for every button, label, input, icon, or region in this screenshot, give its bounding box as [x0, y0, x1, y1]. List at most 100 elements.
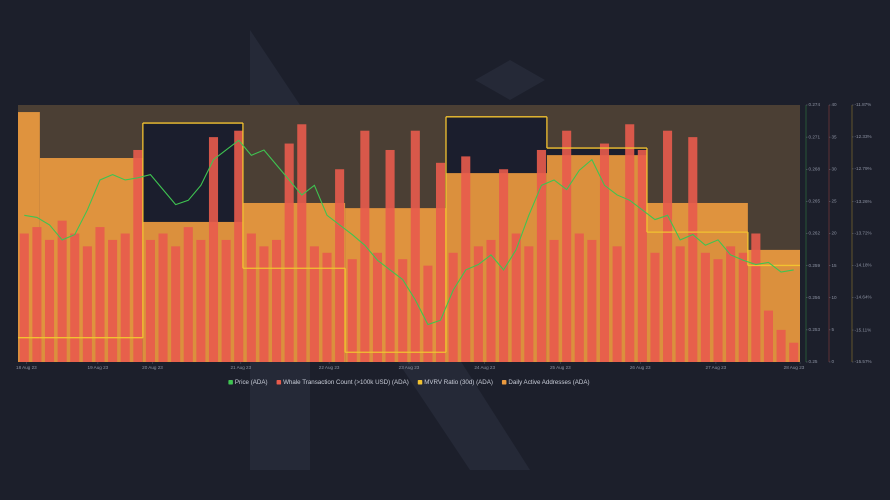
whale-bar [776, 329, 786, 362]
y-tick-label: 0.274 [809, 102, 821, 107]
whale-bar [663, 130, 673, 362]
legend-swatch [501, 380, 507, 385]
whale-bar [536, 149, 546, 362]
whale-bar [57, 220, 67, 362]
whale-bar [423, 265, 433, 362]
y-tick-label: 20 [832, 231, 838, 236]
whale-bar [398, 259, 408, 362]
y-tick-label: -13.26% [855, 199, 872, 204]
whale-bar [70, 233, 80, 362]
whale-bar [448, 252, 458, 362]
legend-label: Daily Active Addresses (ADA) [508, 379, 589, 386]
whale-bar [410, 130, 420, 362]
whale-bar [713, 259, 723, 362]
legend-label: Whale Transaction Count (>100k USD) (ADA… [283, 379, 409, 386]
whale-bar [19, 233, 29, 362]
whale-bar [221, 239, 231, 362]
y-tick-label: 35 [832, 134, 838, 139]
whale-bar [700, 252, 710, 362]
whale-bar [246, 233, 256, 362]
whale-bar [108, 239, 118, 362]
whale-bar [385, 149, 395, 362]
whale-bar [335, 169, 345, 362]
x-tick-label: 24 Aug 23 [474, 365, 495, 370]
y-tick-label: 15 [832, 263, 838, 268]
whale-bar [625, 124, 635, 363]
whale-bar [309, 246, 319, 362]
whale-bar [435, 162, 446, 362]
whale-bar [32, 227, 42, 362]
whale-bar [650, 252, 660, 362]
legend-swatch [276, 380, 282, 385]
legend-label: Price (ADA) [235, 379, 268, 386]
whale-bar [120, 233, 130, 362]
x-tick-label: 27 Aug 23 [706, 365, 727, 370]
whale-bar [637, 149, 647, 362]
whale-bar [688, 137, 698, 362]
whale-bar [738, 252, 748, 362]
whale-bar [95, 227, 105, 362]
y-tick-label: -14.64% [855, 295, 872, 300]
legend-item: MVRV Ratio (30d) (ADA) [417, 379, 493, 386]
whale-bar [158, 233, 168, 362]
y-tick-label: -12.79% [855, 166, 872, 171]
whale-bar [473, 246, 483, 362]
y-tick-label: 0 [832, 359, 835, 364]
x-tick-label: 19 Aug 23 [88, 365, 109, 370]
whale-bar [751, 233, 761, 362]
y-tick-label: -15.11% [855, 327, 872, 332]
x-tick-label: 26 Aug 23 [630, 365, 651, 370]
whale-bar [171, 246, 181, 362]
legend-item: Price (ADA) [228, 379, 268, 386]
whale-bar [372, 252, 383, 362]
legend-swatch [417, 380, 423, 385]
whale-bar [297, 124, 307, 363]
y-tick-label: -11.87% [855, 102, 872, 107]
watermark-cube [475, 60, 545, 100]
axes: 18 Aug 23 19 Aug 23 20 Aug 23 21 Aug 23 22 A… [16, 102, 872, 370]
y-tick-label: 10 [832, 295, 838, 300]
y-tick-label: 0.256 [809, 295, 821, 300]
legend-label: MVRV Ratio (30d) (ADA) [424, 379, 493, 386]
y-tick-label: 40 [832, 102, 838, 107]
x-tick-label: 25 Aug 23 [550, 365, 571, 370]
x-tick-label: 22 Aug 23 [319, 365, 340, 370]
y-tick-label: -12.33% [855, 134, 872, 139]
whale-bar [789, 342, 799, 362]
whale-bar [675, 246, 685, 362]
whale-bar [612, 246, 622, 362]
whale-bar [524, 246, 534, 362]
legend-item: Whale Transaction Count (>100k USD) (ADA… [276, 379, 409, 386]
y-tick-label: 0.25 [809, 359, 818, 364]
y-tick-label: 0.265 [809, 199, 821, 204]
whale-bar [234, 130, 244, 362]
whale-bar [196, 239, 206, 362]
x-tick-label: 21 Aug 23 [230, 365, 251, 370]
plot [18, 105, 800, 363]
x-tick-label: 20 Aug 23 [142, 365, 163, 370]
y-tick-label: 5 [832, 327, 835, 332]
whale-bar [511, 233, 521, 362]
whale-bar [562, 130, 572, 362]
whale-bar [549, 239, 559, 362]
whale-bar [145, 239, 155, 362]
y-tick-label: -15.57% [855, 359, 872, 364]
whale-bar [763, 310, 774, 362]
whale-bar [574, 233, 584, 362]
y-tick-label: -14.18% [855, 263, 872, 268]
whale-bar [486, 239, 496, 362]
y-tick-label: 25 [832, 199, 838, 204]
whale-bar [259, 246, 269, 362]
legend-item: Daily Active Addresses (ADA) [501, 379, 590, 386]
x-tick-label: 18 Aug 23 [16, 365, 37, 370]
whale-bar [347, 259, 357, 362]
whale-bar [133, 149, 143, 362]
whale-bar [272, 239, 282, 362]
whale-bar [599, 143, 610, 362]
y-tick-label: 0.253 [809, 327, 821, 332]
y-tick-label: 0.259 [809, 263, 821, 268]
legend-swatch [228, 380, 233, 385]
y-tick-label: -13.72% [855, 231, 872, 236]
